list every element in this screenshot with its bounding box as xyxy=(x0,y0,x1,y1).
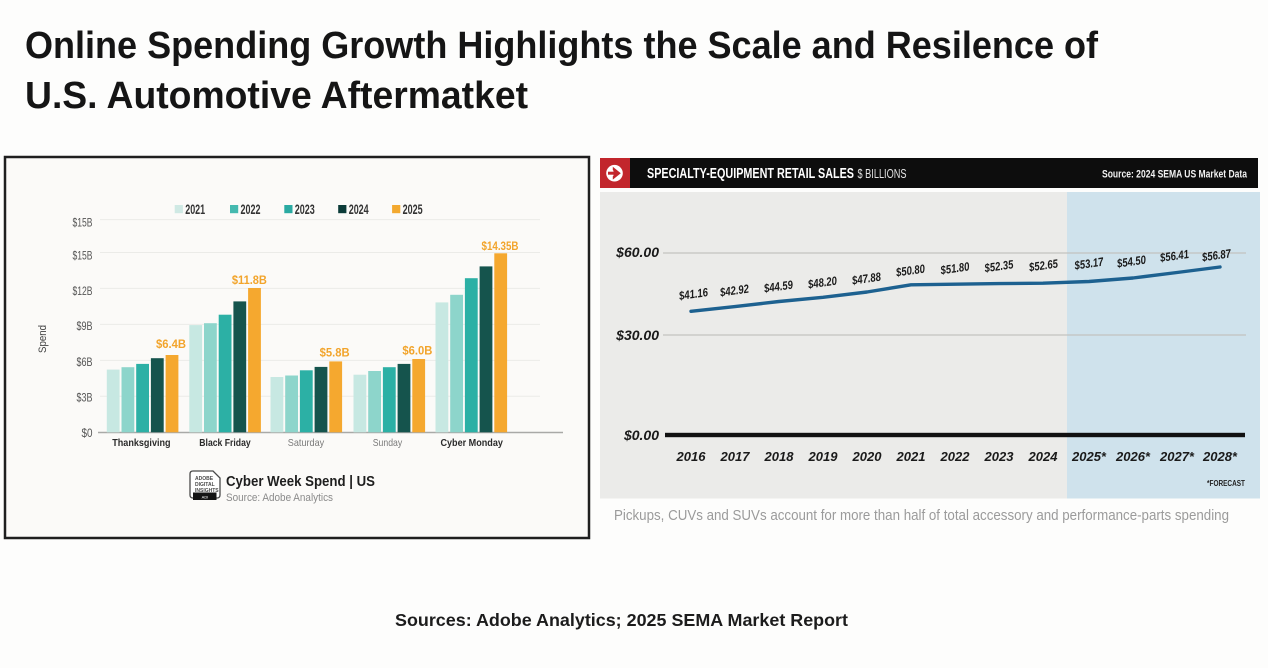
svg-text:2027*: 2027* xyxy=(1159,449,1195,464)
svg-text:Cyber Monday: Cyber Monday xyxy=(440,437,503,449)
svg-text:2024: 2024 xyxy=(349,202,369,217)
svg-text:$12B: $12B xyxy=(73,286,93,298)
svg-text:$9B: $9B xyxy=(77,321,93,333)
svg-text:$30.00: $30.00 xyxy=(615,327,659,343)
svg-text:$44.59: $44.59 xyxy=(762,278,794,296)
svg-text:2020: 2020 xyxy=(852,449,883,464)
svg-text:INSIGHTS: INSIGHTS xyxy=(195,488,219,494)
svg-text:2018: 2018 xyxy=(764,449,795,464)
svg-text:$51.80: $51.80 xyxy=(939,259,971,277)
svg-text:2016: 2016 xyxy=(676,449,707,464)
svg-text:DIGITAL: DIGITAL xyxy=(195,482,215,488)
svg-text:$11.8B: $11.8B xyxy=(232,275,267,287)
svg-text:2025: 2025 xyxy=(403,202,423,217)
svg-text:$52.35: $52.35 xyxy=(983,257,1015,275)
svg-text:U.S. Automotive Aftermatket: U.S. Automotive Aftermatket xyxy=(25,75,528,117)
svg-text:$5.8B: $5.8B xyxy=(320,348,350,360)
svg-text:$56.87: $56.87 xyxy=(1200,246,1232,264)
svg-text:2023: 2023 xyxy=(984,449,1015,464)
svg-text:2026*: 2026* xyxy=(1115,449,1151,464)
svg-text:$47.88: $47.88 xyxy=(850,270,882,288)
svg-text:2021: 2021 xyxy=(185,202,205,217)
svg-text:Saturday: Saturday xyxy=(288,437,325,449)
svg-text:$54.50: $54.50 xyxy=(1115,253,1147,271)
svg-text:Pickups, CUVs and SUVs account: Pickups, CUVs and SUVs account for more … xyxy=(614,508,1229,524)
svg-text:2024: 2024 xyxy=(1028,449,1059,464)
svg-text:2022: 2022 xyxy=(241,202,261,217)
svg-text:2025*: 2025* xyxy=(1071,449,1107,464)
svg-text:$ BILLIONS: $ BILLIONS xyxy=(858,167,907,181)
svg-text:$15B: $15B xyxy=(73,251,93,263)
svg-text:$3B: $3B xyxy=(77,392,93,404)
svg-text:$60.00: $60.00 xyxy=(615,244,659,260)
svg-text:Online Spending Growth Highlig: Online Spending Growth Highlights the Sc… xyxy=(25,25,1098,67)
svg-text:2023: 2023 xyxy=(295,202,315,217)
svg-text:ADOBE: ADOBE xyxy=(195,476,214,482)
svg-text:$14.35B: $14.35B xyxy=(482,241,519,253)
svg-text:Sources: Adobe Analytics; 2025: Sources: Adobe Analytics; 2025 SEMA Mark… xyxy=(395,610,848,630)
svg-text:$0: $0 xyxy=(82,428,93,440)
svg-text:Thanksgiving: Thanksgiving xyxy=(112,437,170,449)
svg-text:*FORECAST: *FORECAST xyxy=(1207,479,1245,488)
svg-text:2019: 2019 xyxy=(808,449,839,464)
svg-text:2028*: 2028* xyxy=(1202,449,1238,464)
svg-text:SPECIALTY-EQUIPMENT RETAIL SAL: SPECIALTY-EQUIPMENT RETAIL SALES xyxy=(647,166,854,182)
svg-text:Source: Adobe Analytics: Source: Adobe Analytics xyxy=(226,492,333,504)
svg-text:$52.65: $52.65 xyxy=(1027,256,1059,274)
svg-text:2021: 2021 xyxy=(896,449,926,464)
svg-text:$6.4B: $6.4B xyxy=(156,339,186,351)
svg-text:Sunday: Sunday xyxy=(373,437,403,449)
svg-text:$50.80: $50.80 xyxy=(894,262,926,280)
svg-text:Spend: Spend xyxy=(37,325,49,353)
svg-text:$42.92: $42.92 xyxy=(718,282,750,300)
svg-text:$6B: $6B xyxy=(77,357,93,369)
svg-text:$41.16: $41.16 xyxy=(677,285,709,303)
svg-text:Cyber Week Spend | US: Cyber Week Spend | US xyxy=(226,474,375,490)
svg-text:ADI: ADI xyxy=(202,495,209,500)
svg-text:2017: 2017 xyxy=(720,449,751,464)
svg-text:Source: 2024 SEMA US Market Da: Source: 2024 SEMA US Market Data xyxy=(1102,169,1248,181)
svg-text:$6.0B: $6.0B xyxy=(402,346,432,358)
svg-text:$56.41: $56.41 xyxy=(1158,247,1190,265)
svg-text:$53.17: $53.17 xyxy=(1073,255,1105,273)
svg-text:$15B: $15B xyxy=(73,217,93,229)
svg-text:Black Friday: Black Friday xyxy=(199,437,251,449)
svg-text:2022: 2022 xyxy=(940,449,971,464)
svg-text:$48.20: $48.20 xyxy=(806,274,838,292)
svg-text:$0.00: $0.00 xyxy=(623,427,659,443)
